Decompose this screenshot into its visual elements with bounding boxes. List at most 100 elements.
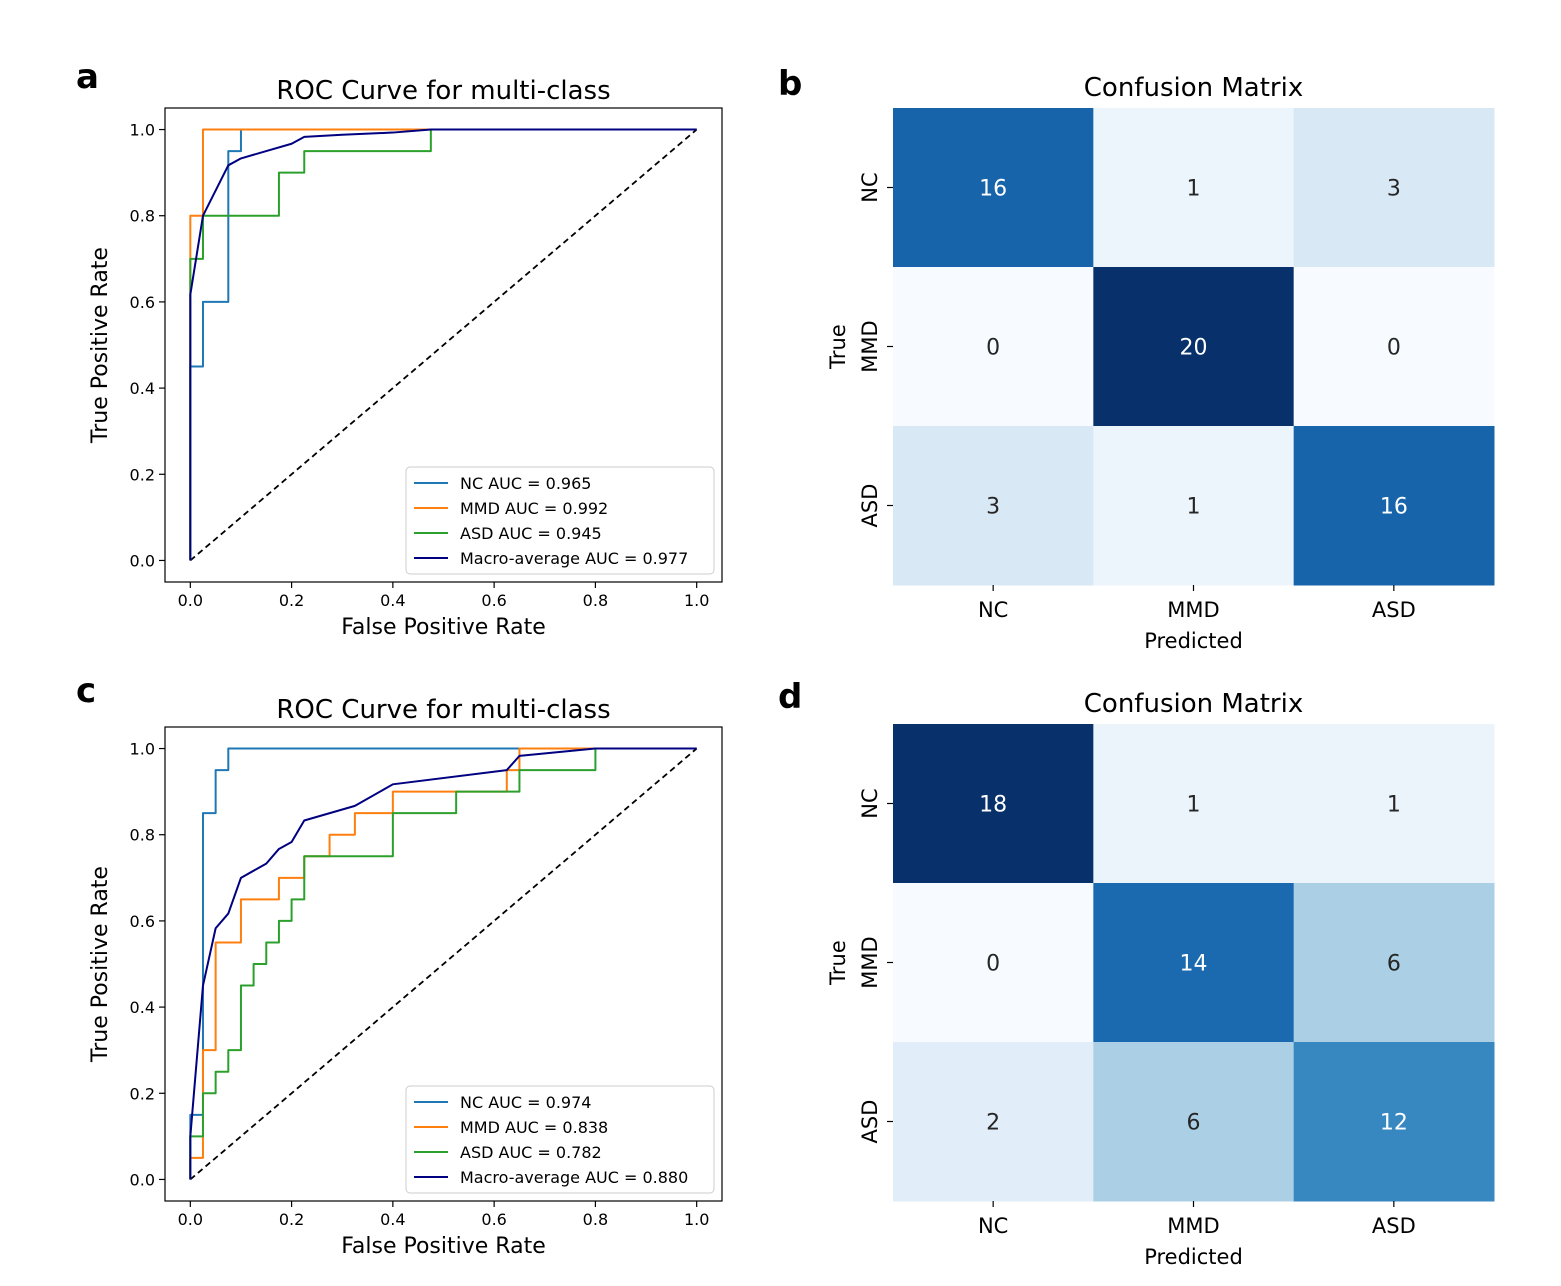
x-axis-label: False Positive Rate (341, 1234, 545, 1259)
chance-diagonal-line (189, 747, 698, 1181)
x-tick-label: 0.0 (178, 591, 203, 610)
legend-entry: NC AUC = 0.965 (460, 474, 591, 493)
y-axis-label: True (826, 324, 850, 370)
x-axis-label: Predicted (1144, 1245, 1243, 1269)
x-axis-label: False Positive Rate (341, 615, 545, 640)
legend: NC AUC = 0.974 MMD AUC = 0.838 ASD AUC = 0… (405, 1085, 715, 1194)
legend-box (405, 466, 715, 575)
y-axis-label: True Positive Rate (88, 247, 113, 444)
x-axis-label: Predicted (1144, 629, 1243, 653)
matrix-cell (1293, 267, 1495, 427)
matrix-cell (893, 426, 1094, 586)
y-tick-label: 0.0 (130, 551, 155, 570)
matrix-cell (893, 724, 1094, 884)
cell-value: 6 (1387, 952, 1401, 977)
legend-entry: Macro-average AUC = 0.880 (460, 1168, 688, 1187)
cell-value: 0 (986, 336, 1000, 361)
panel-label-c: c (76, 671, 96, 711)
plot-frame (164, 726, 723, 1202)
roc-series-line-2 (189, 747, 697, 1180)
y-tick-label: 0.0 (130, 1170, 155, 1189)
cell-value: 0 (1387, 336, 1401, 361)
cell-value: 1 (1187, 177, 1201, 202)
x-category-label: NC (978, 598, 1008, 622)
cell-value: 1 (1387, 793, 1401, 818)
matrix-cell (893, 267, 1094, 427)
y-tick-label: 0.4 (130, 379, 155, 398)
cell-value: 14 (1180, 952, 1208, 977)
matrix-cell (1293, 883, 1495, 1043)
matrix-cell (1293, 426, 1495, 586)
roc-series-line-0 (189, 128, 697, 561)
confusion-matrix-d: Confusion Matrix 18 1 1 0 14 6 2 6 12 NC MMD ASD NC MM… (826, 689, 1495, 1269)
plot-frame (164, 107, 723, 583)
cell-value: 20 (1180, 336, 1208, 361)
roc-series-line-3 (189, 747, 697, 1180)
y-category-label: NC (858, 788, 882, 818)
x-tick-label: 0.2 (279, 1210, 304, 1229)
x-tick-label: 0.4 (380, 591, 405, 610)
matrix-cell (893, 883, 1094, 1043)
cell-value: 0 (986, 952, 1000, 977)
x-tick-label: 0.4 (380, 1210, 405, 1229)
chart-title: ROC Curve for multi-class (276, 76, 610, 106)
y-axis-label: True (826, 940, 850, 986)
y-category-label: ASD (858, 484, 882, 528)
matrix-cell (893, 1042, 1094, 1202)
x-category-label: MMD (1167, 598, 1219, 622)
y-category-label: NC (858, 172, 882, 202)
roc-series-line-3 (189, 128, 697, 561)
y-tick-label: 1.0 (130, 740, 155, 759)
legend-entry: MMD AUC = 0.838 (460, 1118, 608, 1137)
legend: NC AUC = 0.965 MMD AUC = 0.992 ASD AUC = 0… (405, 466, 715, 575)
matrix-cell (1093, 426, 1295, 586)
matrix-cell (1093, 883, 1295, 1043)
x-tick-label: 0.6 (481, 1210, 506, 1229)
x-category-label: MMD (1167, 1214, 1219, 1238)
roc-chart-a: ROC Curve for multi-class 0.0 0.2 0.4 0.6 0.8… (88, 76, 723, 640)
x-tick-label: 0.8 (583, 591, 608, 610)
chart-title: ROC Curve for multi-class (276, 695, 610, 725)
x-tick-label: 0.2 (279, 591, 304, 610)
panel-label-d: d (778, 677, 802, 717)
matrix-cell (1093, 108, 1295, 268)
chart-title: Confusion Matrix (1084, 73, 1303, 103)
roc-series-line-2 (189, 128, 697, 561)
legend-box (405, 1085, 715, 1194)
y-tick-label: 0.2 (130, 465, 155, 484)
matrix-cell (1293, 108, 1495, 268)
y-category-label: ASD (858, 1100, 882, 1144)
cell-value: 12 (1380, 1111, 1408, 1136)
cell-value: 2 (986, 1111, 1000, 1136)
x-tick-label: 1.0 (684, 1210, 709, 1229)
cell-value: 3 (1387, 177, 1401, 202)
matrix-cell (1293, 1042, 1495, 1202)
y-tick-label: 0.8 (130, 826, 155, 845)
cell-value: 6 (1187, 1111, 1201, 1136)
x-category-label: ASD (1372, 598, 1416, 622)
cell-value: 18 (979, 793, 1007, 818)
roc-chart-c: ROC Curve for multi-class 0.0 0.2 0.4 0.6 0.8… (88, 695, 723, 1259)
cell-value: 1 (1187, 495, 1201, 520)
x-tick-label: 0.6 (481, 591, 506, 610)
y-tick-label: 0.8 (130, 207, 155, 226)
cell-value: 1 (1187, 793, 1201, 818)
legend-entry: NC AUC = 0.974 (460, 1093, 591, 1112)
chart-title: Confusion Matrix (1084, 689, 1303, 719)
y-axis-label: True Positive Rate (88, 866, 113, 1063)
cell-value: 16 (1380, 495, 1408, 520)
chance-diagonal-line (189, 128, 698, 562)
y-category-label: MMD (858, 936, 882, 988)
legend-entry: ASD AUC = 0.945 (460, 524, 602, 543)
x-category-label: NC (978, 1214, 1008, 1238)
x-tick-label: 1.0 (684, 591, 709, 610)
confusion-matrix-b: Confusion Matrix 16 1 3 0 20 0 3 1 16 NC MMD ASD NC MM… (826, 73, 1495, 653)
y-tick-label: 0.2 (130, 1084, 155, 1103)
matrix-cell (893, 108, 1094, 268)
x-tick-label: 0.0 (178, 1210, 203, 1229)
y-tick-label: 0.4 (130, 998, 155, 1017)
panel-label-b: b (778, 64, 802, 104)
legend-entry: Macro-average AUC = 0.977 (460, 549, 688, 568)
matrix-cell (1293, 724, 1495, 884)
